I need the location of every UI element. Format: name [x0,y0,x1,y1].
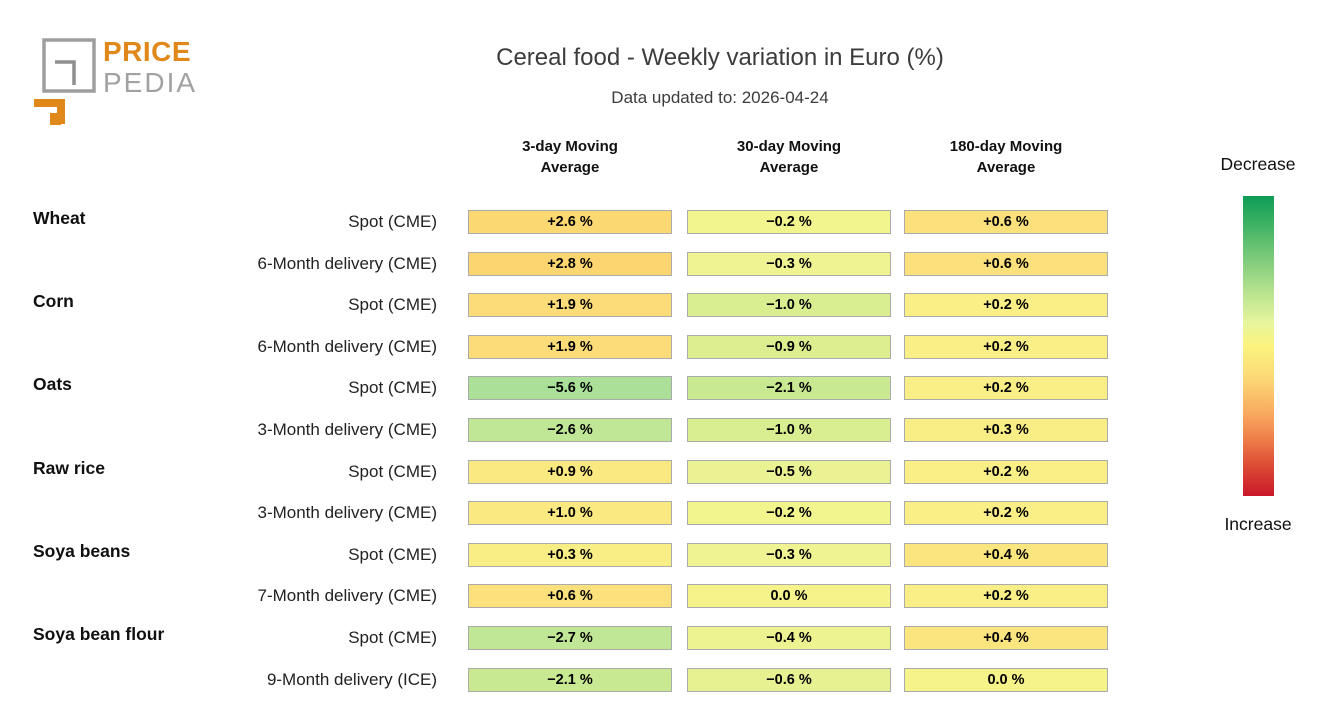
heatmap-cell: +0.3 % [468,543,672,567]
heatmap-cell: 0.0 % [687,584,891,608]
table-row: Soya bean flour Spot (CME) −2.7 % −0.4 %… [0,624,1320,650]
pricepedia-logo: PRICE PEDIA [30,25,260,125]
heatmap-cell: +0.2 % [904,293,1108,317]
heatmap-cell: −2.6 % [468,418,672,442]
legend-colorbar [1243,196,1274,496]
table-row: 9-Month delivery (ICE) −2.1 % −0.6 % 0.0… [0,668,1320,692]
legend-label-increase: Increase [1224,514,1292,534]
heatmap-cell: +1.9 % [468,293,672,317]
column-header-3day: 3-day Moving Average [522,138,618,176]
heatmap-cell: +0.6 % [904,210,1108,234]
heatmap-cell: +0.2 % [904,376,1108,400]
legend-label-decrease: Decrease [1220,154,1296,174]
instrument-label: 3-Month delivery (CME) [257,503,438,522]
heatmap-cell: −0.3 % [687,252,891,276]
heatmap-cell: +0.6 % [904,252,1108,276]
instrument-label: Spot (CME) [348,545,437,564]
table-row: 6-Month delivery (CME) +1.9 % −0.9 % +0.… [0,335,1320,359]
heatmap-cell: +0.2 % [904,584,1108,608]
table-row: 3-Month delivery (CME) +1.0 % −0.2 % +0.… [0,501,1320,525]
category-label: Wheat [33,208,86,228]
instrument-label: 9-Month delivery (ICE) [266,670,437,689]
table-row: Wheat Spot (CME) +2.6 % −0.2 % +0.6 % [0,208,1320,234]
heatmap-cell: −0.2 % [687,210,891,234]
heatmap-cell: −1.0 % [687,293,891,317]
heatmap-cell: −0.2 % [687,501,891,525]
heatmap-cell: +0.3 % [904,418,1108,442]
heatmap-cell: −2.1 % [687,376,891,400]
category-label: Corn [33,291,74,311]
logo-wordmark: PRICE PEDIA [103,38,197,97]
heatmap-cell: −0.3 % [687,543,891,567]
instrument-label: Spot (CME) [348,212,437,231]
heatmap-cell: +2.8 % [468,252,672,276]
page-title: Cereal food - Weekly variation in Euro (… [496,44,944,71]
heatmap-cell: +1.0 % [468,501,672,525]
heatmap-cell: −0.6 % [687,668,891,692]
instrument-label: Spot (CME) [348,462,437,481]
heatmap-cell: −2.1 % [468,668,672,692]
category-label: Oats [33,374,72,394]
table-row: Raw rice Spot (CME) +0.9 % −0.5 % +0.2 % [0,458,1320,484]
instrument-label: Spot (CME) [348,295,437,314]
heatmap-cell: +0.9 % [468,460,672,484]
heatmap-cell: +0.2 % [904,335,1108,359]
heatmap-cell: −0.9 % [687,335,891,359]
heatmap-cell: +2.6 % [468,210,672,234]
heatmap-cell: +1.9 % [468,335,672,359]
instrument-label: Spot (CME) [348,378,437,397]
instrument-label: Spot (CME) [348,628,437,647]
logo-word-pedia: PEDIA [103,67,198,98]
instrument-label: 7-Month delivery (CME) [257,586,438,605]
instrument-label: 6-Month delivery (CME) [257,254,438,273]
heatmap-cell: +0.6 % [468,584,672,608]
heatmap-cell: −0.4 % [687,626,891,650]
table-row: Soya beans Spot (CME) +0.3 % −0.3 % +0.4… [0,541,1320,567]
heatmap-cell: −2.7 % [468,626,672,650]
instrument-label: 3-Month delivery (CME) [257,420,438,439]
table-row: 3-Month delivery (CME) −2.6 % −1.0 % +0.… [0,418,1320,442]
table-row: 7-Month delivery (CME) +0.6 % 0.0 % +0.2… [0,584,1320,608]
data-updated-subtitle: Data updated to: 2026-04-24 [611,88,829,107]
pricepedia-logo-icon [34,38,96,125]
category-label: Raw rice [33,458,105,478]
heatmap-cell: +0.2 % [904,460,1108,484]
heatmap-cell: −0.5 % [687,460,891,484]
heatmap-cell: −1.0 % [687,418,891,442]
heatmap-cell: +0.4 % [904,626,1108,650]
column-header-30day: 30-day Moving Average [736,138,842,176]
table-row: Oats Spot (CME) −5.6 % −2.1 % +0.2 % [0,374,1320,400]
table-row: 6-Month delivery (CME) +2.8 % −0.3 % +0.… [0,252,1320,276]
instrument-label: 6-Month delivery (CME) [257,337,438,356]
category-label: Soya beans [33,541,131,561]
heatmap-cell: −5.6 % [468,376,672,400]
heatmap-cell: 0.0 % [904,668,1108,692]
column-header-180day: 180-day Moving Average [949,138,1063,176]
heatmap-cell: +0.2 % [904,501,1108,525]
logo-word-price: PRICE [103,36,192,67]
table-row: Corn Spot (CME) +1.9 % −1.0 % +0.2 % [0,291,1320,317]
category-label: Soya bean flour [33,624,165,644]
heatmap-cell: +0.4 % [904,543,1108,567]
